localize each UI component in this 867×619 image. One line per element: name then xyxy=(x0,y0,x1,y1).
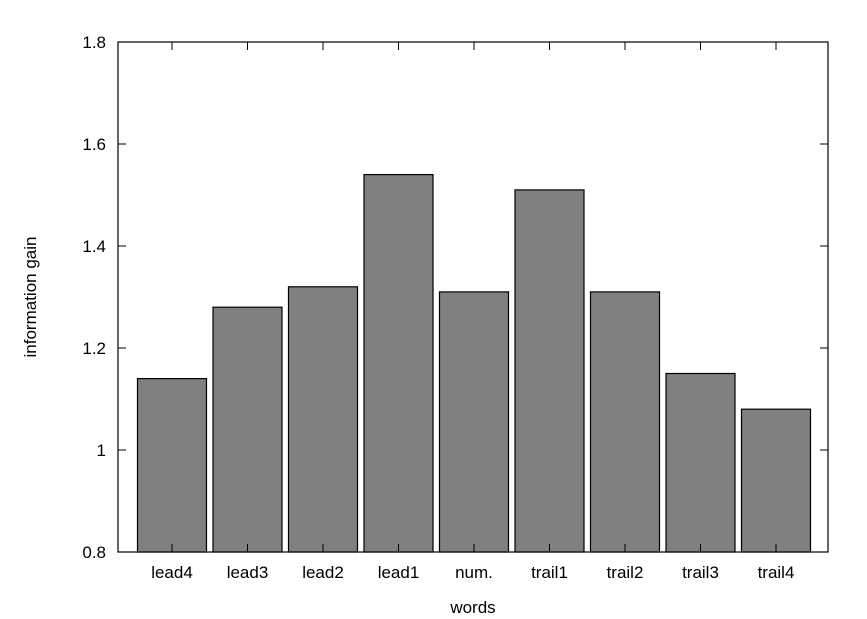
bar-lead2 xyxy=(287,286,359,553)
bar-trail1 xyxy=(514,189,585,553)
y-tick-label: 1.2 xyxy=(82,339,106,358)
bar-lead1 xyxy=(363,174,434,553)
x-tick-label: lead1 xyxy=(378,563,420,582)
ticks-layer xyxy=(118,41,828,553)
y-tick-label: 1 xyxy=(97,441,106,460)
x-tick-label: trail3 xyxy=(682,563,719,582)
x-tick-label: num. xyxy=(455,563,493,582)
y-tick-label: 1.8 xyxy=(82,33,106,52)
bar-trail2 xyxy=(589,291,661,553)
bar-num xyxy=(438,291,510,553)
y-tick-label: 0.8 xyxy=(82,543,106,562)
x-tick-label: trail4 xyxy=(758,563,795,582)
y-axis-label: information gain xyxy=(21,237,40,358)
y-tick-labels: 0.8 1 1.2 1.4 1.6 1.8 xyxy=(82,33,106,562)
bar-lead4 xyxy=(136,378,208,553)
x-axis-label: words xyxy=(449,598,495,617)
x-tick-label: lead4 xyxy=(151,563,193,582)
x-tick-label: lead2 xyxy=(302,563,344,582)
y-tick-label: 1.6 xyxy=(82,135,106,154)
bars-layer xyxy=(136,174,812,553)
bar-lead3 xyxy=(212,306,283,553)
x-tick-label: lead3 xyxy=(227,563,269,582)
y-tick-label: 1.4 xyxy=(82,237,106,256)
bar-trail3 xyxy=(665,372,736,553)
x-tick-label: trail1 xyxy=(531,563,568,582)
x-category-labels: lead4 lead3 lead2 lead1 num. trail1 trail2 trai… xyxy=(151,563,794,582)
x-tick-label: trail2 xyxy=(607,563,644,582)
bar-trail4 xyxy=(740,408,812,553)
